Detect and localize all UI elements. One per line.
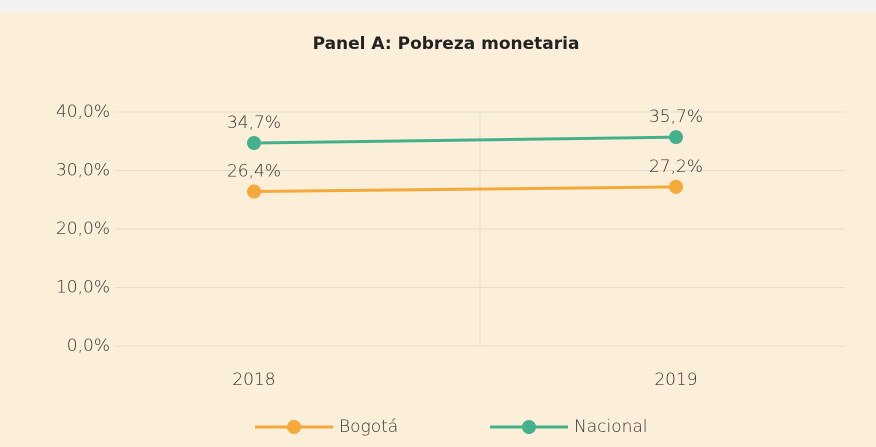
- point: [669, 130, 683, 145]
- point: [247, 136, 261, 151]
- legend-label: Nacional: [574, 417, 648, 437]
- x-tick-label: 2019: [654, 370, 697, 390]
- data-label: 27,2%: [649, 157, 703, 177]
- y-tick-label: 20,0%: [56, 219, 110, 239]
- y-tick-label: 0,0%: [67, 336, 110, 356]
- chart-title: Panel A: Pobreza monetaria: [313, 34, 580, 54]
- series-line: [253, 135, 677, 145]
- y-tick-label: 30,0%: [56, 161, 110, 181]
- y-tick-label: 10,0%: [56, 278, 110, 298]
- legend-marker: [287, 420, 301, 434]
- data-label: 34,7%: [227, 113, 281, 133]
- series-line: [253, 185, 677, 194]
- point: [247, 184, 261, 199]
- x-tick-label: 2018: [232, 370, 275, 390]
- point: [669, 179, 683, 194]
- legend-label: Bogotá: [339, 417, 398, 437]
- legend-marker: [522, 420, 536, 434]
- data-label: 26,4%: [227, 162, 281, 182]
- data-label: 35,7%: [649, 107, 703, 127]
- y-tick-label: 40,0%: [56, 102, 110, 122]
